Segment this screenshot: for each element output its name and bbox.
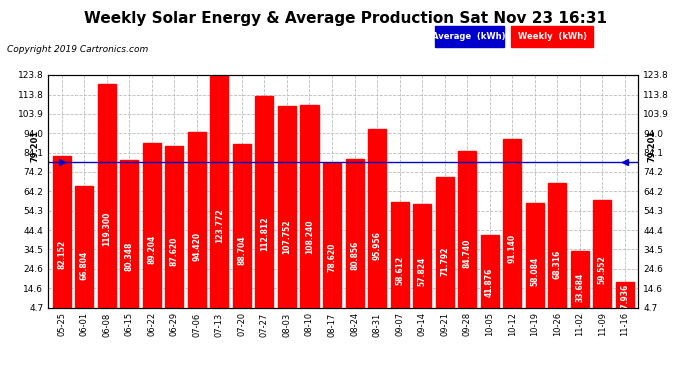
Bar — [346, 159, 364, 316]
Bar — [166, 146, 184, 316]
Bar — [98, 84, 116, 316]
Bar — [503, 139, 521, 316]
Bar — [75, 186, 93, 316]
Text: 88.704: 88.704 — [237, 236, 246, 265]
Text: 123.772: 123.772 — [215, 209, 224, 243]
Bar — [526, 203, 544, 316]
Text: Weekly Solar Energy & Average Production Sat Nov 23 16:31: Weekly Solar Energy & Average Production… — [83, 11, 607, 26]
Text: Copyright 2019 Cartronics.com: Copyright 2019 Cartronics.com — [7, 45, 148, 54]
Bar — [593, 200, 611, 316]
Text: 79.201: 79.201 — [647, 130, 656, 162]
Bar — [278, 106, 296, 316]
Text: 71.792: 71.792 — [440, 247, 449, 276]
Text: 82.152: 82.152 — [57, 240, 66, 269]
Bar — [571, 251, 589, 316]
Bar — [458, 151, 476, 316]
Bar — [53, 156, 71, 316]
Bar — [413, 204, 431, 316]
Bar — [120, 160, 139, 316]
Bar — [435, 177, 453, 316]
Text: 107.752: 107.752 — [282, 220, 291, 254]
Text: 80.856: 80.856 — [350, 241, 359, 270]
Text: 94.420: 94.420 — [193, 232, 201, 261]
Bar — [615, 282, 633, 316]
Text: 57.824: 57.824 — [417, 256, 426, 286]
Text: 84.740: 84.740 — [462, 238, 472, 267]
Text: 91.140: 91.140 — [508, 234, 517, 263]
Bar — [391, 202, 408, 316]
Text: 112.812: 112.812 — [260, 216, 269, 251]
Bar — [233, 144, 251, 316]
Text: 68.316: 68.316 — [553, 249, 562, 279]
Text: 79.201: 79.201 — [30, 130, 39, 162]
Bar — [255, 96, 273, 316]
Text: 58.084: 58.084 — [530, 256, 539, 286]
Text: Average  (kWh): Average (kWh) — [433, 32, 506, 41]
Bar — [548, 183, 566, 316]
Text: 87.620: 87.620 — [170, 236, 179, 266]
Text: Weekly  (kWh): Weekly (kWh) — [518, 32, 586, 41]
Text: 33.684: 33.684 — [575, 273, 584, 302]
Bar — [300, 105, 319, 316]
Text: 41.876: 41.876 — [485, 267, 494, 297]
Text: 80.348: 80.348 — [125, 241, 134, 270]
Text: 95.956: 95.956 — [373, 231, 382, 260]
Bar — [368, 129, 386, 316]
Text: 59.552: 59.552 — [598, 256, 607, 284]
Bar — [143, 142, 161, 316]
Text: 78.620: 78.620 — [328, 242, 337, 272]
Text: 58.612: 58.612 — [395, 256, 404, 285]
Text: 119.300: 119.300 — [102, 212, 111, 246]
Text: 108.240: 108.240 — [305, 219, 314, 254]
Text: 66.804: 66.804 — [80, 251, 89, 280]
Bar — [210, 75, 228, 316]
Text: 89.204: 89.204 — [148, 235, 157, 264]
Bar — [323, 163, 341, 316]
Text: 17.936: 17.936 — [620, 284, 629, 313]
Bar — [481, 235, 499, 316]
Bar — [188, 132, 206, 316]
